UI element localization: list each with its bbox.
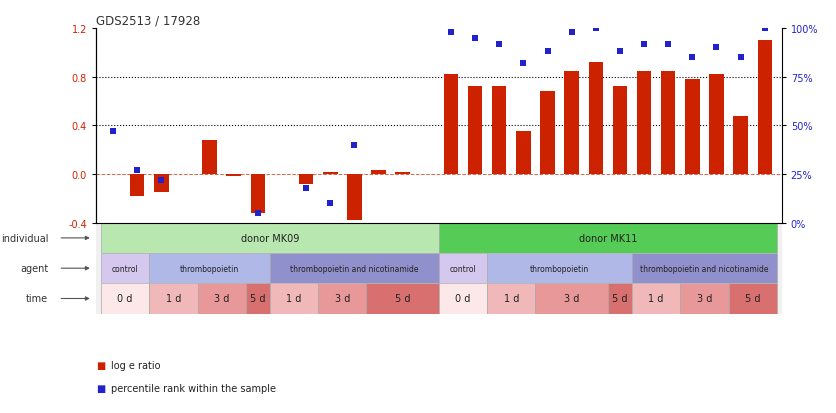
Bar	[516, 132, 531, 175]
Bar	[299, 175, 314, 184]
Point	[541, 49, 554, 55]
Text: 1 d: 1 d	[287, 294, 302, 304]
Bar	[661, 71, 675, 175]
Bar	[439, 223, 777, 254]
Point	[130, 167, 144, 174]
Text: control: control	[112, 264, 139, 273]
Bar	[709, 75, 724, 175]
Bar	[535, 284, 608, 314]
Text: log e ratio: log e ratio	[111, 361, 161, 370]
Text: ■: ■	[96, 361, 105, 370]
Point	[492, 41, 506, 48]
Bar	[492, 87, 507, 175]
Point	[686, 55, 699, 62]
Text: time: time	[26, 294, 48, 304]
Bar	[366, 284, 439, 314]
Bar	[101, 254, 150, 284]
Text: 1 d: 1 d	[503, 294, 519, 304]
Bar	[130, 175, 145, 197]
Text: donor MK09: donor MK09	[241, 233, 299, 243]
Text: thrombopoietin and nicotinamide: thrombopoietin and nicotinamide	[640, 264, 768, 273]
Bar	[540, 92, 555, 175]
Bar	[197, 284, 246, 314]
Point	[324, 200, 337, 207]
Bar	[202, 141, 217, 175]
Text: 0 d: 0 d	[456, 294, 471, 304]
Text: 3 d: 3 d	[334, 294, 350, 304]
Point	[348, 142, 361, 149]
Bar	[150, 254, 270, 284]
Text: thrombopoietin: thrombopoietin	[180, 264, 239, 273]
Point	[106, 128, 120, 135]
Point	[734, 55, 747, 62]
Bar	[319, 284, 366, 314]
Point	[637, 41, 650, 48]
Point	[565, 29, 579, 36]
Bar	[154, 175, 169, 193]
Point	[468, 36, 482, 42]
Bar	[613, 87, 627, 175]
Bar	[246, 284, 270, 314]
Bar	[439, 254, 487, 284]
Text: 3 d: 3 d	[564, 294, 579, 304]
Bar	[101, 223, 439, 254]
Point	[155, 177, 168, 184]
Text: donor MK11: donor MK11	[579, 233, 637, 243]
Bar	[101, 284, 150, 314]
Text: 3 d: 3 d	[214, 294, 229, 304]
Bar	[487, 254, 632, 284]
Point	[251, 210, 264, 217]
Bar	[270, 284, 319, 314]
Text: 5 d: 5 d	[745, 294, 761, 304]
Bar	[371, 171, 385, 175]
Text: agent: agent	[20, 263, 48, 273]
Bar	[395, 172, 410, 175]
Text: GDS2513 / 17928: GDS2513 / 17928	[96, 15, 201, 28]
Text: individual: individual	[1, 233, 48, 243]
Text: ■: ■	[96, 383, 105, 393]
Point	[444, 29, 457, 36]
Bar	[637, 71, 651, 175]
Bar	[733, 116, 748, 175]
Bar	[468, 87, 482, 175]
Point	[758, 26, 772, 32]
Bar	[487, 284, 535, 314]
Bar	[251, 175, 265, 214]
Text: 1 d: 1 d	[649, 294, 664, 304]
Text: 1 d: 1 d	[166, 294, 181, 304]
Point	[710, 45, 723, 52]
Bar	[347, 175, 362, 221]
Bar	[632, 284, 681, 314]
Bar	[728, 284, 777, 314]
Point	[661, 41, 675, 48]
Bar	[686, 80, 700, 175]
Text: 5 d: 5 d	[250, 294, 266, 304]
Text: thrombopoietin and nicotinamide: thrombopoietin and nicotinamide	[290, 264, 419, 273]
Text: control: control	[450, 264, 477, 273]
Text: percentile rank within the sample: percentile rank within the sample	[111, 383, 276, 393]
Text: 5 d: 5 d	[612, 294, 628, 304]
Bar	[681, 284, 728, 314]
Point	[517, 61, 530, 67]
Point	[299, 185, 313, 192]
Text: thrombopoietin: thrombopoietin	[530, 264, 589, 273]
Point	[614, 49, 627, 55]
Bar	[444, 75, 458, 175]
Bar	[323, 172, 338, 175]
Bar	[439, 284, 487, 314]
Point	[589, 26, 603, 32]
Bar	[564, 71, 579, 175]
Bar	[757, 41, 772, 175]
Text: 5 d: 5 d	[395, 294, 410, 304]
Bar	[227, 175, 241, 177]
Bar	[589, 63, 603, 175]
Text: 0 d: 0 d	[117, 294, 133, 304]
Bar	[270, 254, 439, 284]
Text: 3 d: 3 d	[696, 294, 712, 304]
Bar	[150, 284, 197, 314]
Bar	[608, 284, 632, 314]
Bar	[632, 254, 777, 284]
